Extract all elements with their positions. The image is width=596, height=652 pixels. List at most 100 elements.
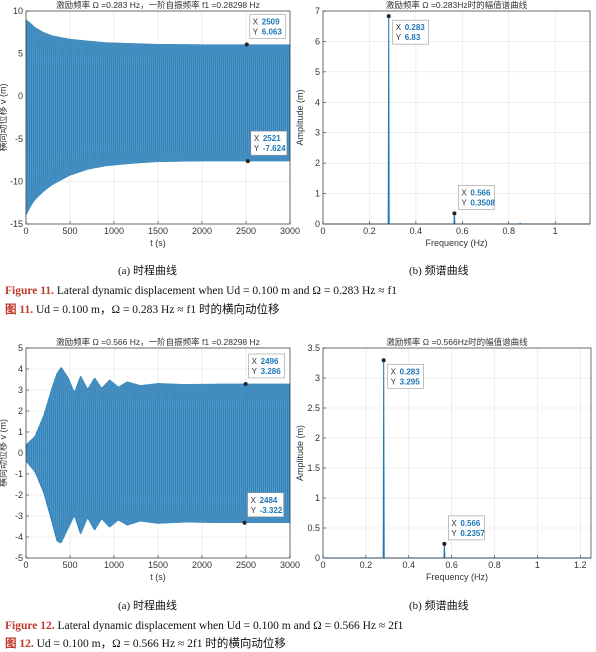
p3-datatip-x-value: 2496 — [261, 357, 279, 366]
p4-xtick-label: 0.2 — [360, 560, 373, 570]
p4-datatip-y-value: 0.2357 — [460, 529, 485, 538]
p3-title: 激励频率 Ω =0.566 Hz，一阶自振频率 f1 =0.28298 Hz — [56, 337, 260, 347]
p1-xtick-label: 2500 — [236, 226, 256, 236]
p4-datatip-y-value: 3.295 — [400, 377, 421, 386]
p3-datatip-x-label: X — [252, 357, 258, 366]
p1-xtick-label: 1000 — [104, 226, 124, 236]
p3-datatip-y-value: -3.322 — [260, 506, 283, 515]
p1-datatip-y-value: -7.624 — [263, 144, 286, 153]
p2-datatip-box — [458, 185, 495, 210]
p3-datatip-marker — [242, 520, 247, 525]
p2-ytick-label: 3 — [315, 128, 320, 138]
p2-ytick-label: 7 — [315, 6, 320, 16]
p2-ytick-label: 4 — [315, 97, 320, 107]
p2-axes-box — [322, 10, 591, 225]
p2-ytick-label: 0 — [315, 219, 320, 229]
figure-11-caption-en: Figure 11. Lateral dynamic displacement … — [5, 285, 397, 297]
p3-ytick-label: 2 — [18, 406, 23, 416]
p4-ytick-label: 3 — [315, 373, 320, 383]
p3-ytick-label: -1 — [15, 469, 23, 479]
p1-datatip-x-label: X — [254, 134, 260, 143]
p3-ytick-label: -4 — [15, 532, 23, 542]
p4-ytick-label: 1.5 — [307, 463, 320, 473]
p1-datatip-box — [249, 14, 287, 39]
p1-ytick-label: 0 — [18, 91, 23, 101]
p3-ylabel: 横向动位移 v (m) — [0, 419, 8, 487]
p3-ytick-label: 1 — [18, 427, 23, 437]
p4-datatip-marker — [381, 358, 386, 363]
p4-datatip-x-value: 0.566 — [460, 519, 481, 528]
figure-12-text: Lateral dynamic displacement when Ud = 0… — [57, 620, 404, 632]
p1-datatip-marker — [245, 159, 250, 164]
caption-p3: (a) 时程曲线 — [118, 600, 177, 612]
p4-xtick-label: 0 — [320, 560, 325, 570]
p4-xtick-label: 0.4 — [403, 560, 416, 570]
p1-xlabel: t (s) — [150, 238, 166, 248]
p4-axes-box — [322, 347, 592, 559]
p2-datatip-x-value: 0.566 — [470, 188, 491, 197]
p2-xlabel: Frequency (Hz) — [425, 238, 487, 248]
p3-xtick-label: 3000 — [280, 560, 300, 570]
p1-ytick-label: -5 — [15, 134, 23, 144]
p3-datatip-x-value: 2484 — [260, 496, 278, 505]
p2-plot-area — [323, 11, 590, 224]
figure-12-label: Figure 12. — [5, 620, 55, 632]
p4-datatip-x-label: X — [391, 367, 397, 376]
p1-xtick-label: 2000 — [192, 226, 212, 236]
p3-datatip-y-value: 3.286 — [261, 367, 282, 376]
p4-xtick-label: 1 — [535, 560, 540, 570]
p3-xtick-label: 1000 — [104, 560, 124, 570]
p4-datatip-x-label: X — [451, 519, 457, 528]
p2-datatip-y-value: 6.83 — [405, 33, 421, 42]
p4-xtick-label: 1.2 — [574, 560, 587, 570]
p2-xtick-label: 0.4 — [410, 226, 423, 236]
p1-xtick-label: 0 — [23, 226, 28, 236]
p4-datatip-y-label: Y — [451, 529, 457, 538]
figure-11-label: Figure 11. — [5, 285, 54, 297]
p2-ytick-label: 1 — [315, 189, 320, 199]
p4-datatip-y-label: Y — [391, 377, 397, 386]
p2-xtick-label: 0.8 — [502, 226, 515, 236]
p1-title: 激励频率 Ω =0.283 Hz，一阶自振频率 f1 =0.28298 Hz — [56, 0, 260, 10]
p4-title: 激励频率 Ω =0.566Hz时的幅值谱曲线 — [386, 337, 528, 347]
figure-12-label-cn: 图 12. — [5, 638, 34, 650]
p4-chart: 0 0.2 0.4 0.6 0.8 1 1.2 0 0.5 1 1.5 2 2.5 3 3.5 激励频率 Ω … — [295, 337, 592, 582]
p1-datatip-y-label: Y — [254, 144, 260, 153]
p4-ytick-label: 2.5 — [307, 403, 320, 413]
p2-ytick-label: 5 — [315, 67, 320, 77]
p1-xtick-label: 500 — [62, 226, 77, 236]
caption-p4: (b) 频谱曲线 — [409, 600, 469, 612]
p3-xtick-label: 0 — [23, 560, 28, 570]
p1-chart: 0 500 1000 1500 2000 2500 3000 -15 -10 -5 0 5 10 激励频率… — [0, 0, 300, 248]
p1-datatip-y-value: 6.063 — [262, 28, 283, 37]
p4-ytick-label: 2 — [315, 433, 320, 443]
p2-datatip-y-label: Y — [396, 33, 402, 42]
p2-chart: 0 0.2 0.4 0.6 0.8 1 0 1 2 3 4 5 6 7 激励频率 Ω =0.283Hz时的幅… — [295, 0, 591, 248]
p3-ytick-label: -3 — [15, 511, 23, 521]
p4-ytick-label: 0.5 — [307, 523, 320, 533]
p1-datatip-x-value: 2521 — [263, 134, 281, 143]
figure-11-text-cn: Ud = 0.100 m，Ω = 0.283 Hz ≈ f1 时的横向动位移 — [36, 304, 280, 316]
p3-ytick-label: 4 — [18, 364, 23, 374]
p3-xtick-label: 500 — [62, 560, 77, 570]
p1-datatip-marker — [244, 42, 249, 47]
p3-ytick-label: -2 — [15, 490, 23, 500]
caption-p2: (b) 频谱曲线 — [409, 265, 469, 277]
p3-datatip-box — [247, 492, 284, 518]
p3-ytick-label: -5 — [15, 553, 23, 563]
p2-datatip-box — [392, 19, 430, 45]
p1-axes-box — [25, 10, 291, 225]
p3-xtick-label: 1500 — [148, 560, 168, 570]
p2-xtick-label: 0.6 — [456, 226, 469, 236]
p4-xlabel: Frequency (Hz) — [426, 572, 488, 582]
p3-datatip-marker — [243, 381, 248, 386]
p3-axes-box — [25, 347, 291, 559]
caption-p1: (a) 时程曲线 — [118, 265, 177, 277]
p1-ytick-label: 5 — [18, 49, 23, 59]
figure-12-caption-cn: 图 12. Ud = 0.100 m，Ω = 0.566 Hz ≈ 2f1 时的… — [5, 635, 286, 651]
p1-ytick-label: 10 — [13, 6, 23, 16]
p2-datatip-marker — [386, 14, 391, 19]
p2-datatip-y-label: Y — [461, 198, 467, 207]
p3-ytick-label: 0 — [18, 448, 23, 458]
